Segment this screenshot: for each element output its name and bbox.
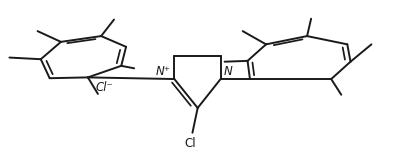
Text: N⁺: N⁺ [156, 65, 171, 78]
Text: N: N [224, 65, 232, 78]
Text: Cl: Cl [185, 137, 196, 150]
Text: Cl⁻: Cl⁻ [95, 81, 113, 94]
